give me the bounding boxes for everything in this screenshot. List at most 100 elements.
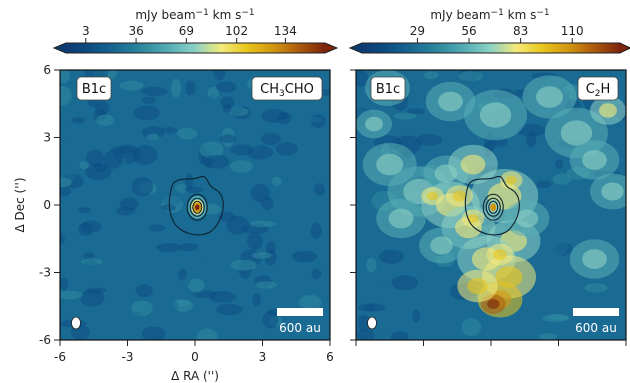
x-tick-label: 0 (191, 350, 199, 364)
noise-blob (156, 243, 182, 253)
noise-blob (252, 293, 261, 307)
noise-blob (291, 250, 318, 263)
colorbar-left: mJy beam−1 km s−1 3 36 69 102 134 (52, 8, 339, 54)
y-tick-label: -3 (39, 266, 51, 280)
noise-blob (177, 127, 198, 140)
noise-blob (390, 331, 409, 340)
emission-core (452, 190, 467, 202)
colorbar-tick-label: 3 (82, 24, 90, 38)
source-label-right: B1c (370, 76, 406, 101)
noise-blob (60, 186, 72, 197)
noise-blob (157, 188, 185, 205)
x-tick-label: 3 (259, 350, 267, 364)
noise-blob (78, 207, 91, 214)
noise-blob (216, 303, 244, 316)
noise-blob (357, 314, 371, 332)
noise-blob (177, 268, 188, 281)
contour-ring (482, 193, 504, 221)
x-axis-right (355, 340, 627, 346)
noise-blob (391, 275, 419, 291)
noise-blob (60, 152, 75, 162)
colorbar-tick-label: 110 (561, 24, 584, 38)
noise-blob (546, 313, 569, 321)
noise-blob (82, 259, 101, 279)
y-tick-label: -6 (39, 333, 51, 347)
emission-core (493, 249, 507, 260)
noise-blob (146, 133, 160, 141)
emission-core (365, 116, 383, 132)
noise-blob (107, 92, 134, 102)
noise-blob (60, 290, 83, 300)
noise-blob (131, 177, 154, 197)
noise-blob (79, 161, 89, 170)
noise-blob (60, 130, 69, 142)
panel-ch3cho: mJy beam−1 km s−1 3 36 69 102 134 -6 -3 0 3 6 -6… (13, 8, 339, 383)
noise-blob (249, 220, 276, 228)
x-axis-left: -6 -3 0 3 6 (54, 340, 334, 364)
map-right (356, 70, 626, 340)
noise-blob (262, 310, 279, 329)
noise-blob (160, 94, 187, 111)
emission-core (438, 91, 463, 112)
map-left (60, 70, 330, 340)
noise-blob (133, 105, 160, 121)
noise-blob (101, 273, 124, 293)
noise-blob (554, 159, 564, 169)
noise-blob (313, 183, 326, 196)
source-label-left: B1c (76, 76, 112, 101)
emission-core (467, 214, 479, 223)
contour-outer (464, 175, 520, 236)
noise-blob (60, 86, 72, 106)
noise-blob (80, 289, 105, 307)
emission-core (388, 208, 414, 229)
noise-blob (257, 264, 280, 273)
noise-blob (188, 278, 205, 293)
noise-blob (213, 70, 226, 81)
noise-blob (209, 291, 237, 303)
colorbar-tick-label: 69 (179, 24, 194, 38)
noise-blob (141, 96, 157, 105)
noise-blob (60, 277, 69, 291)
emission-core (460, 154, 486, 175)
scale-bar-left (277, 308, 323, 316)
molecule-label-left: CH3CHO (251, 76, 323, 101)
noise-blob (230, 160, 253, 173)
emission-peak (490, 203, 497, 212)
noise-blob (536, 180, 552, 189)
noise-blob (199, 244, 210, 261)
noise-blob (103, 150, 123, 169)
colorbar-title-left: mJy beam−1 km s−1 (135, 8, 254, 22)
noise-blob (185, 80, 196, 96)
noise-blob (358, 303, 386, 312)
emission-core (426, 191, 439, 201)
noise-blob (135, 283, 153, 298)
noise-blob (83, 134, 101, 143)
noise-blob (203, 154, 230, 169)
noise-blob (356, 269, 369, 288)
emission-core (479, 102, 512, 128)
noise-blob (71, 117, 86, 124)
noise-blob (298, 294, 322, 310)
y-tick-label: 0 (43, 198, 51, 212)
noise-blob (439, 302, 462, 313)
noise-blob (417, 280, 442, 295)
noise-blob (247, 232, 264, 250)
contour-ring (192, 200, 203, 214)
emission-core (601, 182, 624, 201)
emission-core (560, 120, 593, 146)
noise-blob (148, 234, 159, 247)
colorbar-right: mJy beam−1 km s−1 29 56 83 110 (348, 8, 630, 54)
contour-ring (186, 193, 208, 221)
noise-blob (261, 108, 286, 123)
noise-blob (416, 134, 443, 146)
scale-bar-label-right: 600 au (575, 321, 617, 335)
contour-outer (168, 175, 224, 236)
svg-text:B1c: B1c (376, 82, 400, 97)
svg-text:C2H: C2H (586, 82, 611, 99)
x-tick-label: -6 (54, 350, 66, 364)
noise-blob (366, 257, 377, 273)
colorbar-extend-max-left (325, 43, 337, 53)
noise-blob (80, 220, 102, 233)
emission-core (505, 175, 517, 185)
